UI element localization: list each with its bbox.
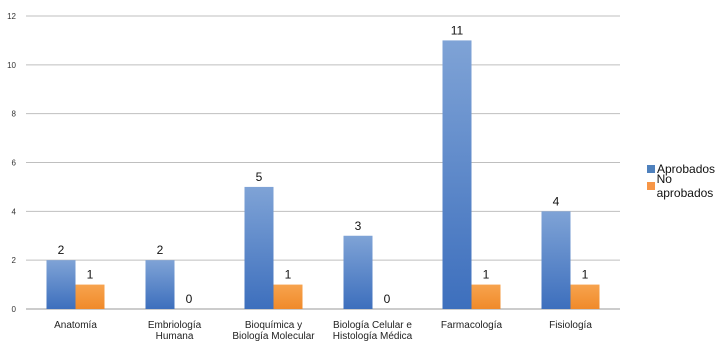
data-label: 3	[355, 219, 362, 233]
legend-label-no-aprobados: No aprobados	[656, 171, 714, 200]
bar-aprobados	[541, 211, 571, 309]
data-label: 1	[285, 268, 292, 282]
data-label: 4	[553, 194, 560, 208]
data-label: 1	[87, 268, 94, 282]
bar-aprobados	[244, 186, 274, 309]
x-tick-label: Embriología Humana	[148, 320, 202, 342]
bar-aprobados	[145, 260, 175, 309]
x-tick-label: Fisiología	[549, 320, 592, 331]
bar-no-aprobados	[75, 284, 105, 309]
x-axis-labels: Anatomía Embriología Humana Bioquímica y Bio…	[54, 320, 592, 342]
y-tick-label: 4	[12, 207, 17, 216]
data-label: 2	[157, 243, 164, 257]
legend-swatch-no-aprobados	[647, 181, 655, 190]
y-tick-label: 8	[12, 110, 17, 119]
data-label: 0	[384, 292, 391, 306]
legend-label-aprobados: Aprobados	[657, 161, 716, 176]
y-tick-label: 10	[7, 61, 16, 70]
y-axis-ticks: 0 2 4 6 8 10 12	[7, 12, 16, 314]
legend-item-no-aprobados: No aprobados	[647, 172, 728, 200]
legend-item-aprobados: Aprobados	[647, 160, 728, 177]
data-label: 1	[582, 268, 589, 282]
bar-no-aprobados	[570, 284, 600, 309]
bar-no-aprobados	[273, 284, 303, 309]
x-tick-label: Biología Celular e Histología Médica	[333, 320, 413, 342]
data-label: 11	[451, 23, 464, 37]
data-label: 5	[256, 170, 263, 184]
x-tick-label: Bioquímica y Biología Molecular	[232, 320, 315, 342]
data-label: 0	[186, 292, 193, 306]
data-label: 2	[58, 243, 65, 257]
y-tick-label: 6	[12, 159, 17, 168]
bar-no-aprobados	[471, 284, 501, 309]
y-tick-label: 2	[12, 256, 17, 265]
data-label: 1	[483, 268, 490, 282]
x-tick-label: Anatomía	[54, 320, 97, 331]
gridlines	[26, 15, 620, 310]
legend: Aprobados No aprobados	[647, 160, 728, 200]
x-tick-label: Farmacología	[441, 320, 503, 331]
bars	[46, 40, 600, 310]
bar-aprobados	[442, 40, 472, 310]
y-tick-label: 12	[7, 12, 16, 21]
bar-aprobados	[343, 235, 373, 309]
legend-swatch-aprobados	[647, 164, 655, 173]
bar-aprobados	[46, 260, 76, 309]
y-tick-label: 0	[12, 305, 17, 314]
